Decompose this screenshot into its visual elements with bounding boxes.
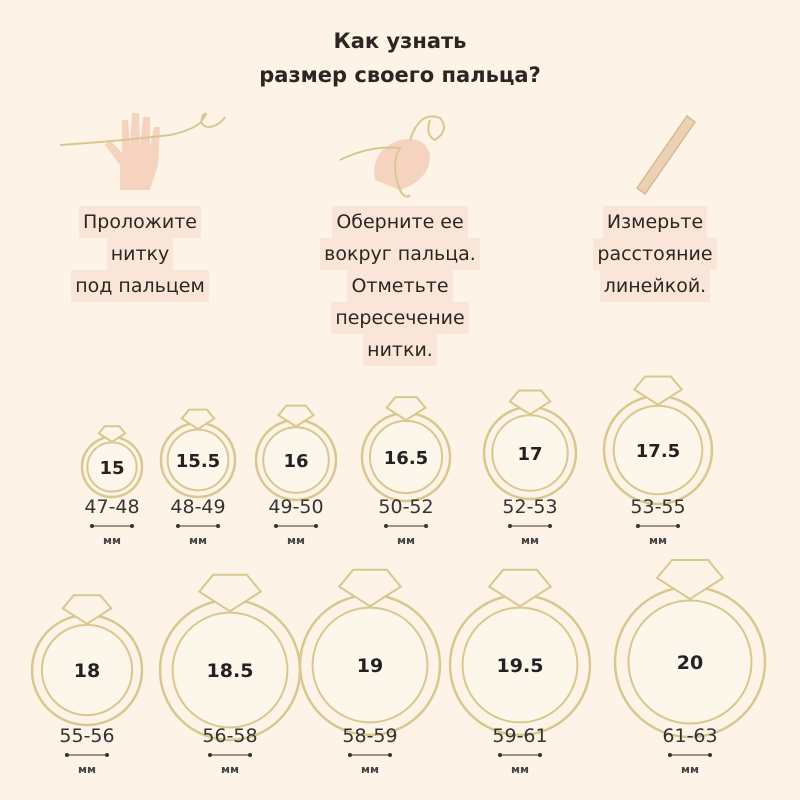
step-3-text: Измерьте расстояние линейкой.: [555, 206, 755, 302]
ring-range-label: 48-49: [170, 496, 226, 518]
ring-size-label: 16: [283, 451, 308, 472]
ring-size-label: 20: [677, 652, 703, 674]
gem-icon: [276, 404, 316, 428]
hand-with-thread-icon: [60, 112, 226, 190]
unit-label: мм: [78, 763, 96, 776]
ring-20: 20: [613, 559, 767, 739]
ring-size-label: 19: [357, 655, 383, 677]
step-line: нитки.: [363, 334, 437, 366]
gem-icon: [97, 425, 127, 443]
gem-icon: [337, 568, 403, 608]
ring-size-label: 17: [517, 444, 542, 465]
arrow-icon: [208, 753, 252, 757]
gem-icon: [385, 396, 427, 422]
arrow-icon: [348, 753, 392, 757]
finger-wrapped-thread-icon: [339, 115, 445, 198]
ring-size-label: 18.5: [207, 660, 254, 682]
gem-icon: [180, 408, 216, 431]
ring-range-label: 61-63: [662, 725, 718, 747]
arrow-icon: [384, 524, 428, 528]
step-line: Отметьте: [347, 270, 453, 302]
ruler-icon: [635, 114, 697, 196]
unit-label: мм: [511, 763, 529, 776]
step-line: Оберните ее: [332, 206, 468, 238]
arrow-icon: [176, 524, 220, 528]
ring-19: 19: [298, 568, 442, 737]
unit-label: мм: [103, 534, 121, 547]
arrow-icon: [668, 753, 712, 757]
step-2-text: Оберните ее вокруг пальца. Отметьте пере…: [290, 206, 510, 366]
ring-size-label: 15: [99, 458, 124, 479]
gem-icon: [61, 594, 113, 625]
ring-18: 18: [30, 594, 144, 727]
ring-19.5: 19.5: [448, 568, 592, 737]
ring-range-label: 55-56: [59, 725, 115, 747]
ring-range-label: 52-53: [502, 496, 558, 518]
unit-label: мм: [189, 534, 207, 547]
unit-label: мм: [681, 763, 699, 776]
ring-range-label: 53-55: [630, 496, 686, 518]
ring-16.5: 16.5: [360, 396, 452, 503]
ring-range-label: 59-61: [492, 725, 548, 747]
arrow-icon: [636, 524, 680, 528]
arrow-icon: [498, 753, 542, 757]
unit-label: мм: [287, 534, 305, 547]
page-title: Как узнать размер своего пальца?: [0, 24, 800, 92]
ring-range-label: 47-48: [84, 496, 140, 518]
gem-icon: [197, 573, 263, 613]
unit-label: мм: [221, 763, 239, 776]
ring-size-label: 16.5: [384, 448, 428, 469]
step-line: пересечение: [331, 302, 469, 334]
unit-label: мм: [397, 534, 415, 547]
step-line: Проложите: [79, 206, 201, 238]
ring-range-label: 56-58: [202, 725, 258, 747]
ring-size-label: 17.5: [636, 441, 680, 462]
ring-range-label: 58-59: [342, 725, 398, 747]
step-line: Измерьте: [602, 206, 708, 238]
ring-range-label: 50-52: [378, 496, 434, 518]
arrow-icon: [508, 524, 552, 528]
step-line: линейкой.: [599, 270, 711, 302]
step-line: под пальцем: [71, 270, 209, 302]
gem-icon: [487, 568, 553, 608]
step-line: расстояние: [593, 238, 717, 270]
title-line-1: Как узнать: [333, 29, 467, 53]
arrow-icon: [65, 753, 109, 757]
unit-label: мм: [649, 534, 667, 547]
arrow-icon: [274, 524, 318, 528]
step-line: вокруг пальца.: [320, 238, 480, 270]
ring-17.5: 17.5: [602, 375, 714, 506]
unit-label: мм: [521, 534, 539, 547]
ring-15: 15: [80, 425, 144, 499]
ring-size-label: 15.5: [176, 451, 220, 472]
ring-range-label: 49-50: [268, 496, 324, 518]
step-line: нитку: [106, 238, 174, 270]
ring-size-label: 19.5: [497, 655, 544, 677]
arrow-icon: [90, 524, 134, 528]
title-line-2: размер своего пальца?: [259, 63, 541, 87]
ring-18.5: 18.5: [158, 573, 302, 742]
gem-icon: [508, 389, 552, 416]
gem-icon: [632, 375, 684, 406]
step-1-text: Проложите нитку под пальцем: [40, 206, 240, 302]
ring-16: 16: [254, 404, 338, 502]
ring-size-label: 18: [74, 660, 100, 682]
ring-15.5: 15.5: [159, 408, 237, 499]
unit-label: мм: [361, 763, 379, 776]
gem-icon: [655, 559, 725, 601]
ring-17: 17: [482, 389, 578, 501]
